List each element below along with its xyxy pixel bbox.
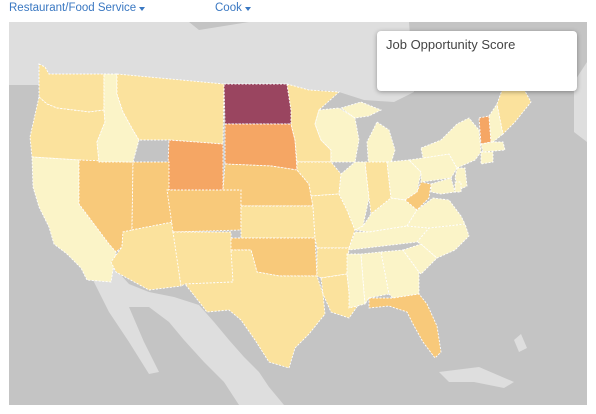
state-ar[interactable] (316, 247, 350, 279)
state-mt[interactable] (116, 73, 225, 145)
state-va[interactable] (406, 197, 466, 229)
state-tx[interactable] (184, 249, 326, 369)
cuba-landmass (439, 367, 514, 388)
occupation-dropdown[interactable]: Cook (215, 2, 251, 14)
state-ct[interactable] (480, 151, 494, 165)
mexico-landmass (69, 220, 284, 405)
occupation-dropdown-label: Cook (215, 2, 242, 14)
chevron-down-icon (139, 6, 146, 11)
state-al[interactable] (360, 251, 390, 306)
state-ut[interactable] (131, 161, 174, 231)
legend-panel: Job Opportunity Score (377, 31, 577, 91)
choropleth-map[interactable]: Job Opportunity Score (9, 22, 587, 405)
industry-dropdown-label: Restaurant/Food Service (9, 2, 137, 14)
states-layer (29, 63, 532, 369)
state-nm[interactable] (172, 231, 234, 287)
state-ks[interactable] (240, 205, 316, 239)
state-mn[interactable] (286, 83, 341, 163)
state-ca[interactable] (31, 156, 117, 283)
state-me[interactable] (496, 81, 532, 135)
state-ma[interactable] (480, 141, 506, 153)
state-nv[interactable] (78, 159, 134, 253)
state-sc[interactable] (402, 243, 438, 275)
legend-title: Job Opportunity Score (386, 37, 516, 52)
state-nd[interactable] (223, 83, 292, 125)
state-wi[interactable] (314, 107, 360, 163)
map-canvas[interactable] (9, 22, 587, 405)
filter-bar: Restaurant/Food Service Cook (0, 0, 596, 22)
state-nh[interactable] (488, 102, 504, 143)
industry-dropdown[interactable]: Restaurant/Food Service (9, 2, 146, 14)
state-md[interactable] (430, 177, 456, 195)
state-de[interactable] (454, 181, 462, 193)
state-wy[interactable] (166, 139, 224, 191)
eastern-canada-landmass (574, 62, 587, 142)
state-il[interactable] (338, 161, 370, 231)
state-sd[interactable] (224, 123, 298, 171)
state-co[interactable] (166, 189, 242, 233)
state-ia[interactable] (296, 161, 342, 197)
chevron-down-icon (244, 6, 251, 11)
bahamas-landmass (514, 334, 527, 352)
state-nc[interactable] (416, 223, 470, 259)
state-fl[interactable] (368, 293, 442, 359)
state-mo[interactable] (310, 193, 356, 249)
